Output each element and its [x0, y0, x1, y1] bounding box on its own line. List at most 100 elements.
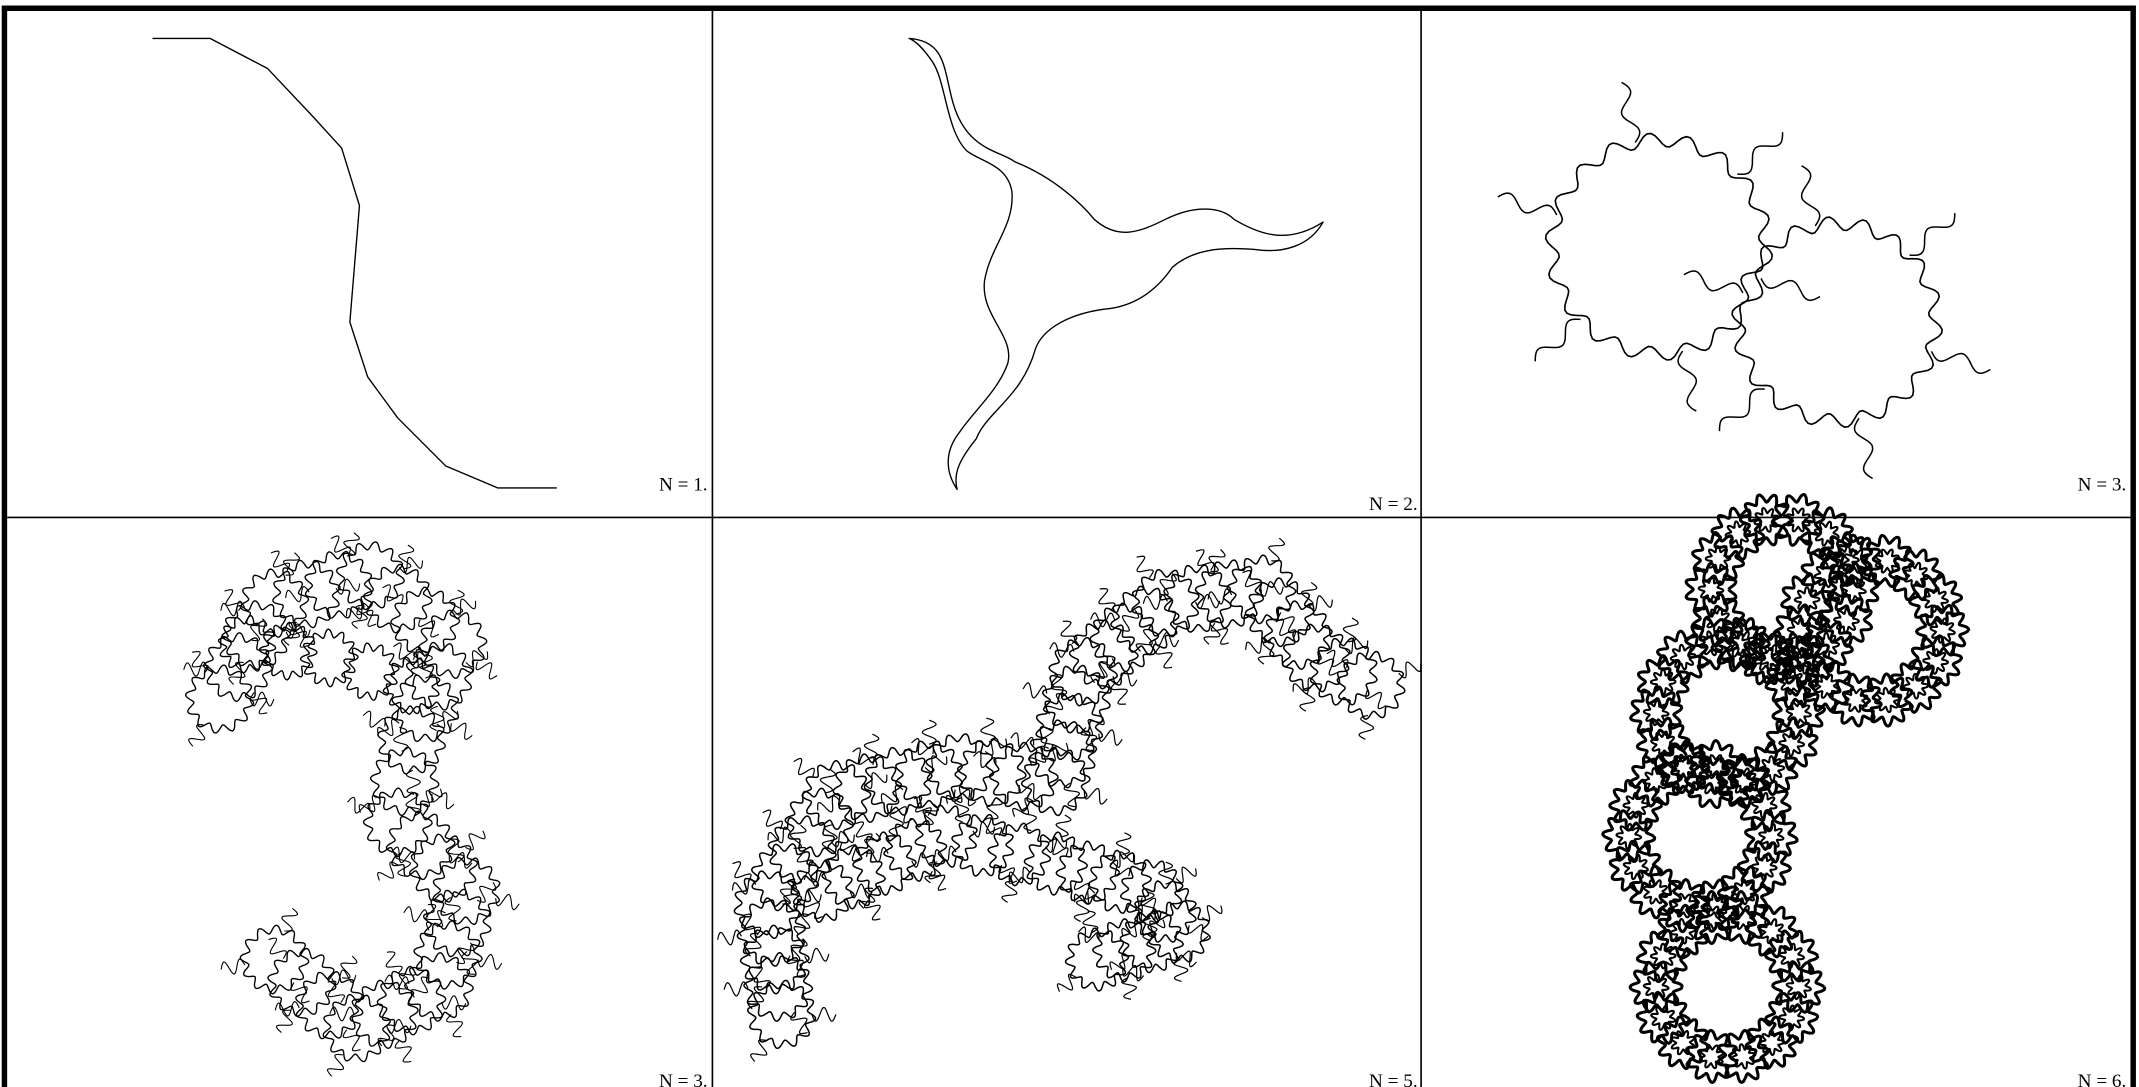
fractal-stroke	[1908, 572, 1964, 627]
fractal-stroke	[1758, 755, 1786, 782]
fractal-stroke	[394, 1040, 412, 1063]
fractal-stroke	[855, 821, 873, 842]
fractal-stroke	[1785, 507, 1811, 533]
fractal-stroke	[1778, 942, 1806, 970]
fractal-stroke	[987, 822, 1052, 887]
fractal-stroke	[1258, 580, 1284, 597]
fractal-stroke	[1635, 716, 1691, 771]
fractal-stroke	[403, 906, 429, 923]
fractal-stroke	[880, 785, 904, 803]
fractal-stroke	[1736, 778, 1792, 833]
fractal-stroke	[733, 870, 803, 940]
fractal-stroke	[925, 733, 995, 803]
fractal-stroke	[341, 642, 400, 701]
fractal-stroke	[1055, 814, 1072, 838]
fractal-stroke	[863, 746, 933, 816]
fractal-stroke	[425, 910, 446, 931]
fractal-stroke	[1738, 493, 1794, 547]
fractal-stroke	[1615, 822, 1643, 850]
fractal-stroke	[1147, 900, 1211, 964]
fractal-stroke	[249, 692, 268, 715]
fractal-stroke	[1109, 859, 1131, 877]
fractal-stroke	[1725, 632, 1751, 658]
fractal-stroke	[228, 661, 246, 685]
fractal-stroke	[1326, 649, 1349, 669]
fractal-stroke	[1697, 575, 1725, 603]
fractal-stroke	[1601, 809, 1657, 864]
fractal-stroke	[1684, 561, 1738, 618]
fractal-stroke	[331, 969, 357, 986]
fractal-stroke	[1784, 645, 1812, 673]
fractal-stroke	[743, 951, 814, 1023]
fractal-stroke	[1201, 905, 1223, 922]
fractal-stroke	[1203, 621, 1221, 645]
fractal-stroke	[1281, 623, 1351, 693]
fractal-stroke	[404, 641, 474, 711]
fractal-stroke	[1308, 595, 1334, 612]
fractal-stroke	[1744, 1015, 1800, 1070]
fractal-stroke	[1684, 755, 1739, 810]
fractal-stroke	[410, 976, 430, 998]
fractal-stroke	[239, 568, 310, 638]
fractal-stroke	[1020, 746, 1091, 817]
fractal-stroke	[1187, 924, 1209, 942]
fractal-drawings	[183, 81, 1991, 1085]
fractal-stroke	[779, 881, 797, 905]
fractal-stroke	[767, 815, 837, 885]
fractal-stroke	[1195, 549, 1215, 571]
fractal-stroke	[1608, 839, 1663, 895]
fractal-stroke	[1012, 797, 1034, 817]
fractal-stroke	[1758, 823, 1785, 850]
fractal-stroke	[1082, 910, 1099, 934]
fractal-stroke	[1716, 865, 1773, 919]
fractal-stroke	[465, 650, 489, 668]
fractal-stroke	[1785, 973, 1812, 1001]
fractal-stroke	[1650, 1004, 1677, 1031]
fractal-stroke	[391, 846, 416, 864]
fractal-stroke	[1778, 1004, 1805, 1032]
fractal-stroke	[346, 602, 370, 620]
fractal-stroke	[217, 615, 277, 674]
fractal-stroke	[852, 831, 917, 896]
fractal-stroke	[858, 887, 876, 909]
panel-label: N = 5.	[1369, 1071, 1418, 1087]
fractal-stroke	[1244, 577, 1315, 648]
fractal-stroke	[1110, 585, 1180, 655]
fractal-stroke	[283, 552, 300, 576]
fractal-stroke	[1121, 976, 1138, 1000]
fractal-stroke	[1064, 927, 1130, 992]
fractal-stroke	[1098, 587, 1116, 611]
fractal-stroke	[327, 980, 346, 1003]
fractal-stroke	[421, 788, 443, 808]
fractal-stroke	[1799, 617, 1854, 673]
fractal-stroke	[476, 881, 497, 903]
fractal-stroke	[1608, 778, 1664, 832]
fractal-stroke	[1112, 851, 1135, 869]
fractal-stroke	[1691, 592, 1746, 648]
fractal-stroke	[1115, 832, 1132, 856]
fractal-stroke	[1068, 619, 1139, 690]
fractal-stroke	[1041, 664, 1111, 734]
fractal-stroke	[1140, 891, 1157, 915]
fractal-stroke	[220, 958, 246, 975]
fractal-stroke	[405, 791, 422, 817]
fractal-stroke	[753, 966, 771, 989]
fractal-stroke	[329, 1006, 355, 1022]
fractal-stroke	[1764, 929, 1820, 983]
fractal-stroke	[888, 810, 904, 837]
fractal-stroke	[1930, 350, 1991, 375]
panel-label: N = 3.	[2078, 475, 2127, 496]
fractal-stroke	[750, 843, 820, 912]
fractal-stroke	[786, 955, 806, 977]
fractal-stroke	[1028, 745, 1049, 767]
fractal-stroke	[750, 1039, 768, 1062]
fractal-stroke	[1263, 600, 1333, 670]
fractal-stroke	[322, 993, 391, 1063]
fractal-stroke	[1083, 787, 1108, 805]
fractal-stroke	[358, 794, 381, 813]
fractal-stroke	[744, 932, 762, 957]
fractal-stroke	[1022, 682, 1048, 699]
fractal-stroke	[377, 718, 400, 737]
